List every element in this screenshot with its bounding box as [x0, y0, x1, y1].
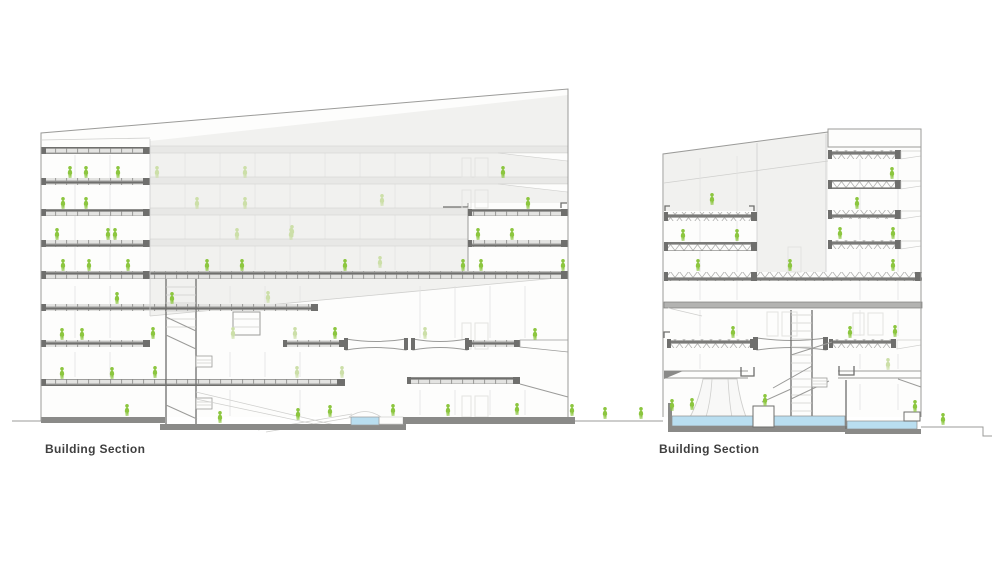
ground-and-basement [41, 411, 575, 430]
stair-shaft [165, 279, 213, 424]
truss-floor-slabs [664, 150, 922, 281]
person-figure [638, 407, 644, 419]
building-outline-right [662, 129, 922, 417]
pools [668, 380, 921, 434]
right-building-drawing [662, 128, 923, 434]
left-building-drawing [40, 88, 575, 433]
person-figure [569, 404, 575, 416]
mezzanine-floors [664, 366, 922, 388]
basement-ramps [195, 391, 355, 433]
floor-bands [149, 145, 569, 247]
floor-slabs [41, 147, 568, 386]
stair-shaft [761, 310, 833, 422]
ground-line [12, 420, 992, 437]
person-figure [217, 411, 223, 423]
person-figure [295, 408, 301, 420]
section-label-left: Building Section [45, 442, 146, 456]
building-outline-left [40, 88, 569, 421]
person-figure [940, 413, 946, 425]
parapet-posts [664, 205, 755, 211]
lower-pool [846, 420, 918, 430]
door-frames [766, 246, 884, 337]
rooftop-box [827, 128, 922, 148]
section-cut-backdrop [664, 132, 828, 211]
door-frames [461, 157, 489, 418]
elevator-box [232, 311, 261, 336]
section-label-right: Building Section [659, 442, 760, 456]
bowed-bridge-panels [344, 338, 469, 351]
pool-dome [348, 411, 382, 418]
person-figure [602, 407, 608, 419]
small-pool [350, 416, 380, 426]
